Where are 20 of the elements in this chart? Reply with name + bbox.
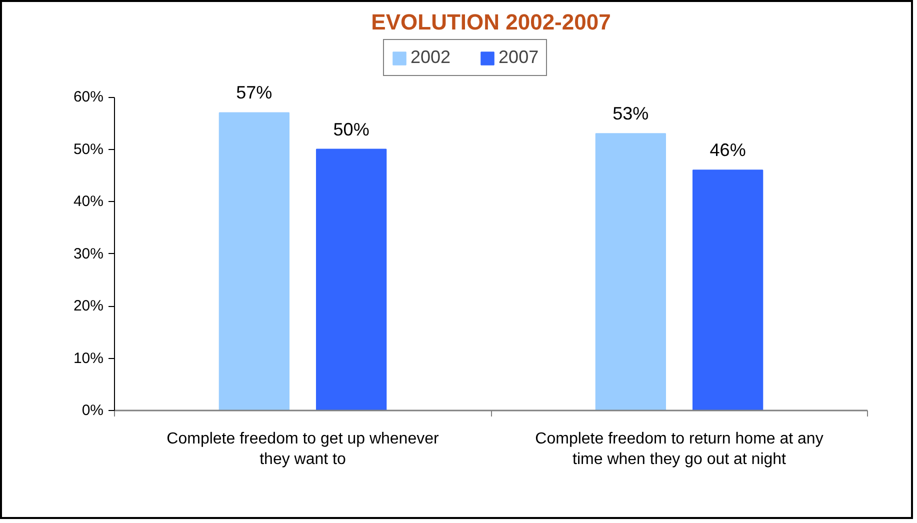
x-tick-label: Complete freedom to return home at any time when they go out at night bbox=[535, 430, 824, 468]
y-tick-label: 0% bbox=[82, 402, 104, 419]
bar bbox=[316, 148, 387, 410]
data-label: 50% bbox=[333, 119, 370, 140]
data-label: 53% bbox=[612, 104, 649, 124]
bar bbox=[218, 112, 290, 410]
data-label: 46% bbox=[710, 140, 746, 160]
x-tick-label: Complete freedom to get up whenever they want to bbox=[166, 430, 440, 468]
y-tick-label: 40% bbox=[73, 193, 104, 210]
y-tick-label: 30% bbox=[73, 245, 104, 262]
chart-title: EVOLUTION 2002-2007 bbox=[371, 10, 611, 34]
bar bbox=[595, 133, 666, 410]
y-tick-label: 50% bbox=[73, 140, 104, 158]
data-label: 57% bbox=[236, 82, 272, 103]
legend-label: 2007 bbox=[498, 47, 539, 68]
y-tick-label: 60% bbox=[73, 88, 104, 106]
y-tick-label: 10% bbox=[73, 350, 104, 367]
y-tick-label: 20% bbox=[73, 298, 104, 315]
bar bbox=[692, 170, 764, 410]
legend-label: 2002 bbox=[410, 47, 451, 68]
